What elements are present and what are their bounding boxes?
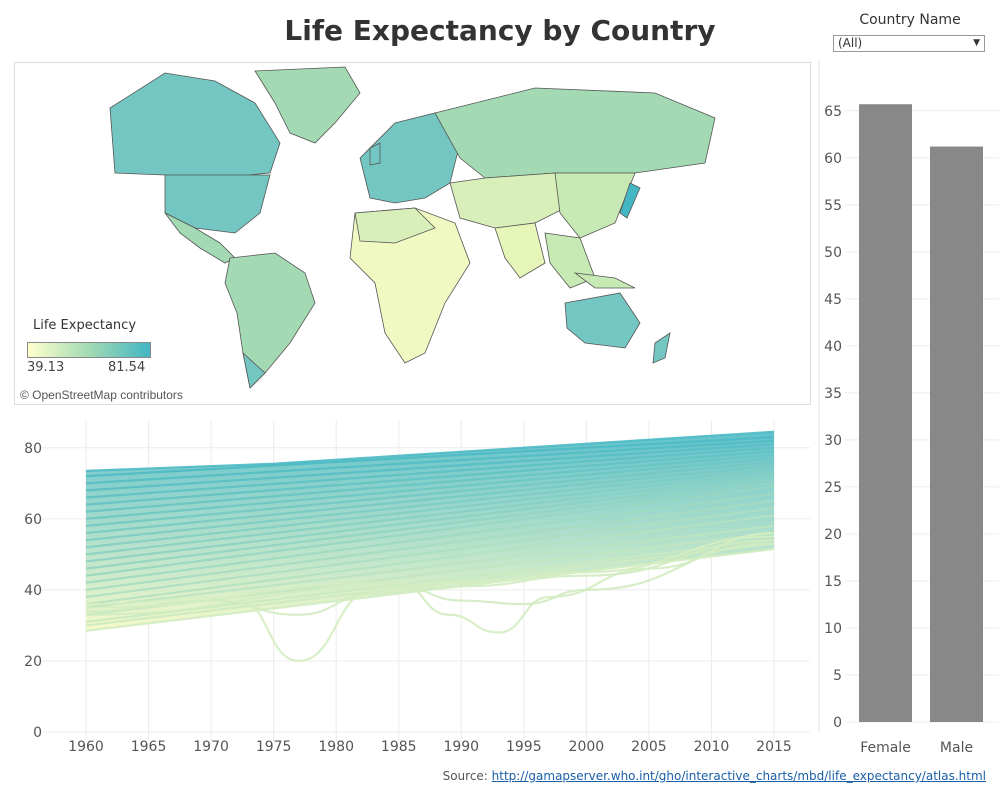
bar-y-tick-label: 35: [824, 386, 842, 402]
line-x-tick-label: 1965: [131, 739, 167, 755]
indonesia-region: [573, 272, 636, 289]
line-y-tick-label: 0: [33, 725, 42, 741]
line-series-12: [85, 475, 775, 556]
line-series-28: [85, 542, 775, 616]
bar-y-tick-label: 20: [824, 527, 842, 543]
line-chart-x-axis: 1960 1965 1970 1975 1980 1985 1990 1995 2000 2005…: [68, 739, 792, 755]
legend-color-ramp: [27, 342, 151, 358]
line-x-tick-label: 1970: [193, 739, 229, 755]
page-title: Life Expectancy by Country: [284, 14, 716, 47]
map-canvas: [109, 66, 716, 389]
line-series-3: [85, 443, 775, 492]
line-x-tick-label: 2005: [631, 739, 667, 755]
chevron-down-icon: ▼: [973, 38, 980, 48]
line-chart-y-axis: 0 20 40 60 80: [24, 441, 42, 741]
bar-chart-bars: [859, 104, 983, 722]
line-series-8: [85, 460, 775, 528]
map-attribution[interactable]: © OpenStreetMap contributors: [20, 388, 183, 402]
bar-y-tick-label: 40: [824, 339, 842, 355]
line-x-tick-label: 1995: [506, 739, 542, 755]
filter-label: Country Name: [859, 12, 961, 28]
line-series-10: [85, 467, 775, 542]
line-series-13: [85, 478, 775, 563]
south-america-south-region: [242, 351, 266, 389]
bar-y-tick-label: 25: [824, 480, 842, 496]
line-x-tick-label: 1975: [256, 739, 292, 755]
line-x-tick-label: 2010: [694, 739, 730, 755]
bar-x-tick-label: Male: [940, 740, 973, 756]
china-region: [554, 172, 636, 239]
africa-region: [349, 207, 471, 364]
bar-chart-y-axis: 0 5 10 15 20 25 30 35 40 45 50 55 60 65: [824, 104, 842, 731]
line-series-4: [85, 446, 775, 499]
line-y-tick-label: 80: [24, 441, 42, 457]
bar-male: [930, 146, 983, 722]
line-series-14: [85, 482, 775, 570]
legend-title: Life Expectancy: [33, 318, 137, 333]
bar-y-tick-label: 55: [824, 198, 842, 214]
line-series-20: [85, 524, 775, 609]
australia-region: [564, 292, 641, 349]
bar-female: [859, 104, 912, 722]
world-map[interactable]: Life Expectancy 39.13 81.54 © OpenStreet…: [14, 62, 811, 405]
line-series-19: [85, 514, 775, 606]
line-y-tick-label: 40: [24, 583, 42, 599]
line-series-5: [85, 450, 775, 506]
line-x-tick-label: 1990: [443, 739, 479, 755]
legend-max-value: 81.54: [108, 360, 146, 375]
new-zealand-region: [652, 332, 671, 364]
line-series-15: [85, 485, 775, 577]
line-series-0: [85, 430, 775, 472]
bar-chart-x-axis: Female Male: [860, 740, 973, 756]
bar-y-tick-label: 50: [824, 245, 842, 261]
line-series-2: [85, 439, 775, 485]
africa-north-region: [354, 207, 436, 244]
line-series-11: [85, 471, 775, 549]
source-label: Source:: [442, 769, 492, 783]
greenland-region: [254, 66, 361, 144]
bar-y-tick-label: 10: [824, 621, 842, 637]
line-x-tick-label: 1985: [381, 739, 417, 755]
gender-bar-chart[interactable]: 0 5 10 15 20 25 30 35 40 45 50 55 60 65 Female Male: [815, 60, 999, 770]
line-series-17: [85, 499, 775, 591]
line-y-tick-label: 60: [24, 512, 42, 528]
line-x-tick-label: 2015: [756, 739, 792, 755]
line-series-6: [85, 453, 775, 513]
line-chart-series: [85, 430, 775, 663]
bar-y-tick-label: 65: [824, 104, 842, 120]
north-america-north-region: [109, 72, 281, 179]
bar-y-tick-label: 45: [824, 292, 842, 308]
line-series-27: [85, 531, 775, 634]
legend-min-value: 39.13: [27, 360, 65, 375]
bar-y-tick-label: 60: [824, 151, 842, 167]
bar-y-tick-label: 5: [833, 668, 842, 684]
south-america-region: [224, 252, 316, 389]
line-series-1: [85, 436, 775, 478]
bar-x-tick-label: Female: [860, 740, 911, 756]
line-x-tick-label: 2000: [569, 739, 605, 755]
russia-region: [434, 87, 716, 179]
country-name-dropdown[interactable]: (All) ▼: [833, 35, 985, 52]
bar-y-tick-label: 30: [824, 433, 842, 449]
india-region: [494, 222, 546, 279]
bar-y-tick-label: 0: [833, 715, 842, 731]
line-series-9: [85, 464, 775, 535]
uk-region: [369, 142, 381, 166]
bar-y-tick-label: 15: [824, 574, 842, 590]
line-x-tick-label: 1960: [68, 739, 104, 755]
dropdown-selected-value: (All): [838, 36, 863, 50]
line-x-tick-label: 1980: [318, 739, 354, 755]
line-y-tick-label: 20: [24, 654, 42, 670]
middle-asia-region: [449, 172, 576, 229]
line-series-16: [85, 492, 775, 584]
line-series-7: [85, 457, 775, 520]
japan-region: [619, 182, 641, 219]
source-link[interactable]: http://gamapserver.who.int/gho/interacti…: [491, 769, 986, 783]
source-note: Source: http://gamapserver.who.int/gho/i…: [443, 769, 986, 783]
line-series-18: [85, 507, 775, 599]
